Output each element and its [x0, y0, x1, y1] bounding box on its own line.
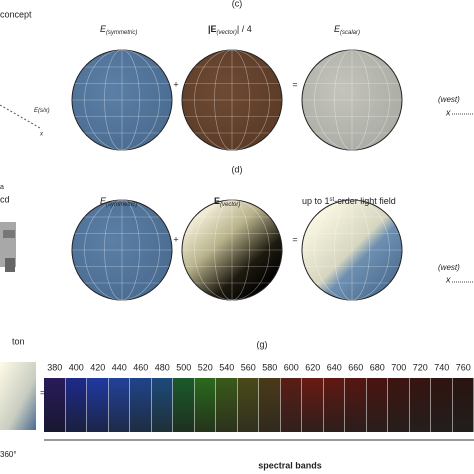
sphere — [301, 199, 403, 301]
text: concept — [0, 9, 32, 19]
axis-label: spectral bands — [258, 460, 322, 470]
band — [237, 378, 259, 432]
sphere-fill — [71, 199, 173, 301]
wavelength-label: 400 — [69, 362, 84, 372]
grid-line — [104, 49, 140, 151]
wavelength-label: 540 — [219, 362, 234, 372]
sphere-map — [0, 362, 36, 430]
band — [65, 378, 87, 432]
wavelength-label: 440 — [112, 362, 127, 372]
term: E(vector) — [214, 196, 240, 207]
wavelength-label: 700 — [391, 362, 406, 372]
band — [409, 378, 431, 432]
band — [280, 378, 302, 432]
wavelength-label: 580 — [262, 362, 277, 372]
text: (west) — [438, 95, 460, 104]
band — [323, 378, 345, 432]
wavelength-label: 660 — [348, 362, 363, 372]
sphere-fill — [71, 49, 173, 151]
sphere-fill — [301, 199, 403, 301]
text: x — [445, 274, 451, 284]
sphere — [71, 49, 173, 151]
text: 360° — [0, 450, 17, 459]
band — [345, 378, 366, 432]
sphere — [181, 49, 283, 151]
band — [302, 378, 323, 432]
grid-line — [194, 199, 270, 301]
term: E(symmetric) — [100, 24, 137, 35]
grid-line — [84, 199, 160, 301]
sphere-fill — [301, 49, 403, 151]
grid-line — [334, 49, 370, 151]
text: ton — [12, 336, 25, 346]
wavelength-label: 500 — [176, 362, 191, 372]
grid-line — [194, 49, 270, 151]
panel-label: (c) — [232, 0, 243, 8]
text: a — [0, 184, 4, 191]
sphere-fill — [181, 49, 283, 151]
wavelength-label: 460 — [133, 362, 148, 372]
band — [216, 378, 237, 432]
wavelength-label: 420 — [90, 362, 105, 372]
operator: + — [173, 79, 178, 89]
wavelength-label: 640 — [327, 362, 342, 372]
term: E(scalar) — [334, 24, 360, 35]
text: cd — [0, 194, 10, 204]
sphere-fill — [181, 199, 283, 301]
band — [259, 378, 280, 432]
spheres — [71, 49, 403, 301]
band — [87, 378, 108, 432]
wavelength-label: 480 — [155, 362, 170, 372]
device-photo — [0, 222, 16, 272]
wavelength-label: 380 — [47, 362, 62, 372]
band — [388, 378, 409, 432]
term: E(symmetric) — [100, 196, 137, 207]
band — [452, 378, 474, 432]
operator: = — [292, 79, 297, 89]
text: x — [445, 107, 451, 117]
wavelength-label: 740 — [434, 362, 449, 372]
grid-line — [104, 199, 140, 301]
term: up to 1st-crder light field — [302, 196, 396, 206]
text: E(s/x) — [34, 108, 50, 114]
band — [431, 378, 452, 432]
wavelength-label: 720 — [413, 362, 428, 372]
grid-line — [334, 199, 370, 301]
sphere — [71, 199, 173, 301]
wavelength-label: 560 — [241, 362, 256, 372]
band — [366, 378, 388, 432]
sphere — [181, 199, 283, 301]
text: (west) — [438, 263, 460, 272]
band — [130, 378, 151, 432]
term: |E(vector)| / 4 — [208, 24, 252, 35]
grid-line — [314, 49, 390, 151]
grid-line — [214, 49, 250, 151]
sphere — [301, 49, 403, 151]
grid-line — [314, 199, 390, 301]
operator: + — [173, 234, 178, 244]
panel-label: (g) — [257, 339, 268, 349]
spectral-bands: 380 400 420 440 460 480 500 520 540 560 580 600 620 6… — [44, 362, 474, 432]
band — [194, 378, 216, 432]
operator: = — [40, 387, 45, 397]
grid-line — [84, 49, 160, 151]
band — [173, 378, 194, 432]
text: x — [39, 132, 44, 138]
panel-label: (d) — [232, 164, 243, 174]
wavelength-label: 620 — [305, 362, 320, 372]
band — [151, 378, 173, 432]
wavelength-label: 680 — [370, 362, 385, 372]
operator: = — [292, 234, 297, 244]
wavelength-label: 760 — [456, 362, 471, 372]
grid-line — [214, 199, 250, 301]
wavelength-label: 520 — [198, 362, 213, 372]
band — [44, 378, 65, 432]
band — [108, 378, 130, 432]
wavelength-label: 600 — [284, 362, 299, 372]
